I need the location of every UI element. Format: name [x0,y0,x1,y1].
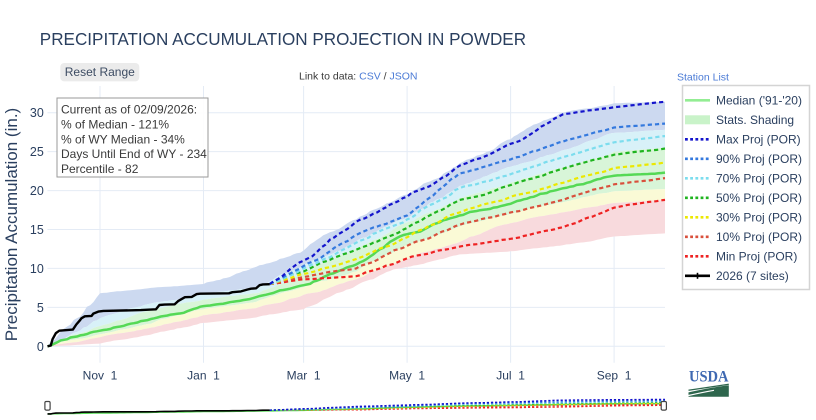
svg-text:Station List: Station List [677,71,729,83]
svg-text:Link to data: CSV / JSON: Link to data: CSV / JSON [299,71,418,83]
svg-text:10: 10 [30,262,44,276]
svg-text:Jan 1: Jan 1 [187,369,220,383]
svg-text:15: 15 [30,223,44,237]
svg-text:30: 30 [30,106,44,120]
svg-text:Stats. Shading: Stats. Shading [716,113,794,127]
svg-text:Precipitation Accumulation (in: Precipitation Accumulation (in.) [2,108,21,341]
svg-text:% of Median - 121%: % of Median - 121% [61,117,169,131]
svg-text:30% Proj (POR): 30% Proj (POR) [716,211,802,225]
svg-text:90% Proj (POR): 90% Proj (POR) [716,152,802,166]
svg-text:20: 20 [30,184,44,198]
svg-text:10% Proj (POR): 10% Proj (POR) [716,230,802,244]
svg-text:Current as of 02/09/2026:: Current as of 02/09/2026: [61,103,197,117]
svg-text:50% Proj (POR): 50% Proj (POR) [716,191,802,205]
svg-text:Days Until End of WY - 234: Days Until End of WY - 234 [61,147,207,161]
svg-text:Percentile - 82: Percentile - 82 [61,162,139,176]
svg-text:Reset Range: Reset Range [65,65,135,79]
svg-text:% of WY Median - 34%: % of WY Median - 34% [61,132,185,146]
svg-text:2026 (7 sites): 2026 (7 sites) [716,269,789,283]
svg-text:USDA: USDA [689,369,729,386]
svg-text:Nov 1: Nov 1 [83,369,118,383]
svg-text:Max Proj (POR): Max Proj (POR) [716,133,801,147]
svg-text:Mar 1: Mar 1 [287,369,321,383]
svg-text:Jul 1: Jul 1 [496,369,525,383]
svg-text:5: 5 [37,301,44,315]
svg-text:Median ('91-'20): Median ('91-'20) [716,94,802,108]
svg-text:Sep 1: Sep 1 [597,369,632,383]
svg-text:May 1: May 1 [389,369,425,383]
svg-text:0: 0 [37,340,44,354]
svg-text:25: 25 [30,145,44,159]
svg-text:70% Proj (POR): 70% Proj (POR) [716,172,802,186]
svg-text:Min Proj (POR): Min Proj (POR) [716,250,797,264]
svg-text:PRECIPITATION ACCUMULATION PRO: PRECIPITATION ACCUMULATION PROJECTION IN… [40,30,526,49]
